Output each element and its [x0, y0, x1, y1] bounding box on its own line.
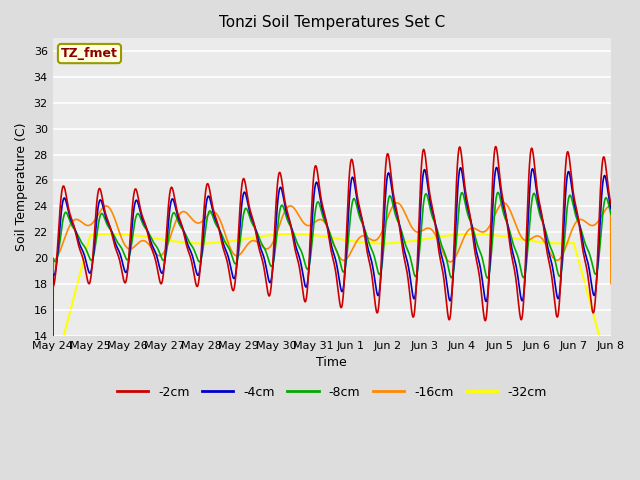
- Legend: -2cm, -4cm, -8cm, -16cm, -32cm: -2cm, -4cm, -8cm, -16cm, -32cm: [112, 381, 552, 404]
- Y-axis label: Soil Temperature (C): Soil Temperature (C): [15, 122, 28, 251]
- Title: Tonzi Soil Temperatures Set C: Tonzi Soil Temperatures Set C: [219, 15, 445, 30]
- Text: TZ_fmet: TZ_fmet: [61, 47, 118, 60]
- X-axis label: Time: Time: [316, 356, 347, 369]
